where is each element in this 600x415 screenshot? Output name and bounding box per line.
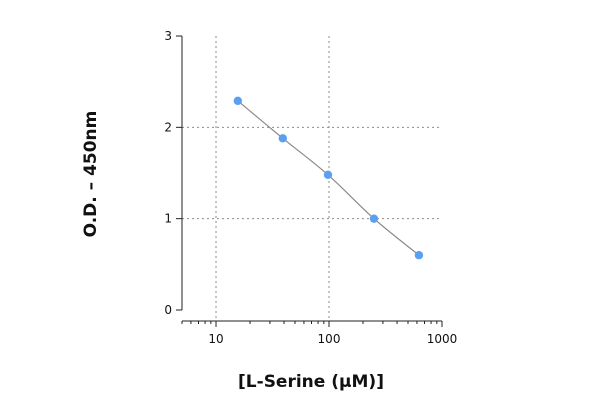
axes — [181, 36, 442, 322]
data-point-0-4 — [414, 251, 424, 260]
y-tick-label-1: 1 — [164, 212, 172, 226]
x-tick-label-1000: 1000 — [427, 332, 458, 346]
points-layer — [233, 96, 424, 260]
data-point-0-3 — [369, 214, 379, 223]
grid — [182, 36, 442, 321]
y-tick-label-2: 2 — [164, 120, 172, 134]
data-point-0-2 — [323, 170, 333, 180]
y-tick-label-3: 3 — [164, 29, 172, 43]
x-axis-title: [L-Serine (µM)] — [238, 372, 384, 392]
ticks: 0 1 2 3 10 100 1000 — [164, 29, 457, 346]
x-tick-label-10: 10 — [208, 332, 223, 346]
x-tick-label-100: 100 — [318, 332, 341, 346]
data-point-0-0 — [233, 96, 243, 106]
y-tick-label-0: 0 — [164, 303, 172, 317]
y-axis-title: O.D. – 450nm — [81, 111, 101, 238]
data-point-0-1 — [278, 134, 288, 143]
